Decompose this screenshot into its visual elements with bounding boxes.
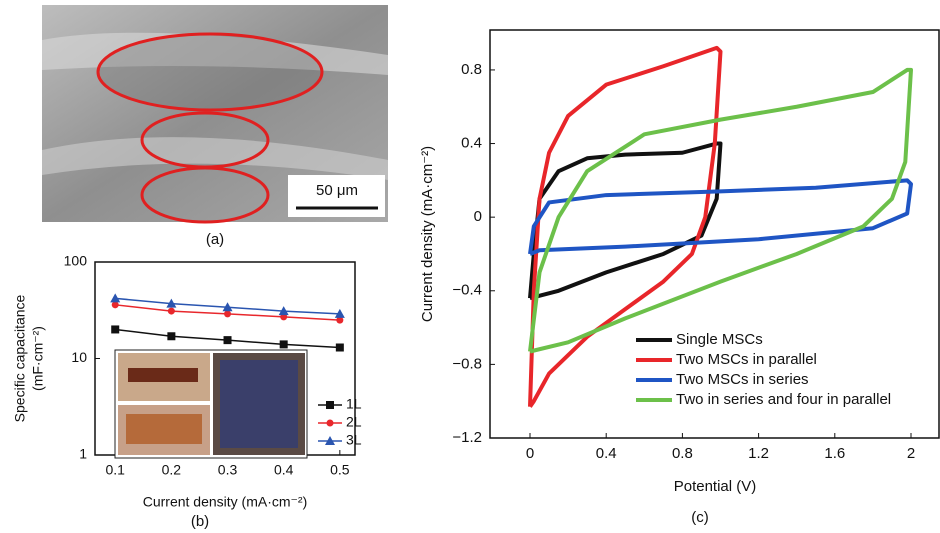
marker: [167, 307, 175, 315]
marker: [278, 306, 289, 316]
y-tick-label: 0.4: [461, 135, 482, 152]
highlight-ellipse: [96, 32, 324, 112]
marker: [279, 340, 288, 349]
marker: [280, 313, 288, 321]
inset-photos: [114, 349, 308, 459]
y-tick-label: 0: [474, 208, 482, 225]
plot-frame: [489, 29, 940, 439]
y-tick-label: −1.2: [452, 429, 482, 446]
series-line: [528, 178, 913, 256]
x-tick-label: 0.8: [672, 445, 693, 462]
x-tick-label: 2: [907, 445, 915, 462]
sem-texture: [42, 32, 388, 75]
x-tick-label: 0.4: [274, 462, 294, 478]
photo: [126, 414, 202, 444]
marker: [111, 301, 119, 309]
y-tick-label: 1: [79, 446, 87, 462]
scale-bar-box: [288, 175, 385, 217]
marker: [334, 308, 345, 318]
x-tick-label: 1.6: [824, 445, 845, 462]
legend-label: 3L: [346, 432, 362, 448]
marker: [111, 325, 120, 334]
marker: [167, 332, 176, 341]
legend-label: 2L: [346, 414, 362, 430]
x-tick-label: 0.3: [218, 462, 238, 478]
legend-label: 1L: [346, 396, 362, 412]
marker: [336, 316, 344, 324]
legend-label: Two in series and four in parallel: [676, 391, 891, 408]
x-tick-label: 0.2: [162, 462, 182, 478]
photo: [220, 360, 298, 448]
marker: [110, 293, 121, 303]
x-tick-label: 0.1: [105, 462, 125, 478]
x-tick-label: 0.4: [596, 445, 617, 462]
y-tick-label: 100: [64, 253, 88, 269]
marker: [222, 302, 233, 312]
legend-label: Two MSCs in parallel: [676, 351, 817, 368]
x-tick-label: 0: [526, 445, 534, 462]
sem-texture: [98, 34, 322, 110]
y-tick-label: −0.8: [452, 355, 482, 372]
caption: (a): [206, 231, 224, 248]
sem-texture: [42, 137, 388, 180]
chart: 1 10 100 0.1 0.2 0.3 0.4 0.5 Current density (mA…: [12, 253, 362, 530]
scale-bar-label: 50 μm: [316, 182, 358, 199]
marker: [335, 343, 344, 352]
y-tick-label: −0.4: [452, 282, 482, 299]
marker: [326, 419, 334, 427]
series-line: [528, 67, 913, 354]
caption: (c): [691, 509, 709, 526]
x-tick-label: 1.2: [748, 445, 769, 462]
series-line: [528, 45, 723, 408]
marker: [325, 436, 335, 445]
caption: (b): [191, 513, 209, 530]
marker: [223, 336, 232, 345]
marker: [326, 401, 334, 409]
legend-label: Two MSCs in series: [676, 371, 809, 388]
y-tick-label: 0.8: [461, 61, 482, 78]
marker: [224, 310, 232, 318]
photo: [128, 368, 198, 382]
highlight-ellipse: [140, 166, 270, 224]
y-axis-label: (mF·cm⁻²): [30, 326, 46, 391]
x-axis-label: Current density (mA·cm⁻²): [143, 494, 308, 510]
x-tick-label: 0.5: [330, 462, 350, 478]
y-tick-label: 10: [71, 349, 87, 365]
panel-a: 50 μm (a): [42, 5, 388, 248]
x-axis-label: Potential (V): [674, 478, 757, 495]
marker: [166, 298, 177, 308]
y-axis-label: Specific capacitance: [12, 294, 28, 422]
y-axis-label: Current density (mA·cm⁻²): [419, 146, 436, 322]
chart: −1.2 −0.8 −0.4 0 0.4 0.8 0 0.4 0.8 1.2 1.6 2 Potenti…: [419, 29, 940, 526]
legend-label: Single MSCs: [676, 331, 763, 348]
